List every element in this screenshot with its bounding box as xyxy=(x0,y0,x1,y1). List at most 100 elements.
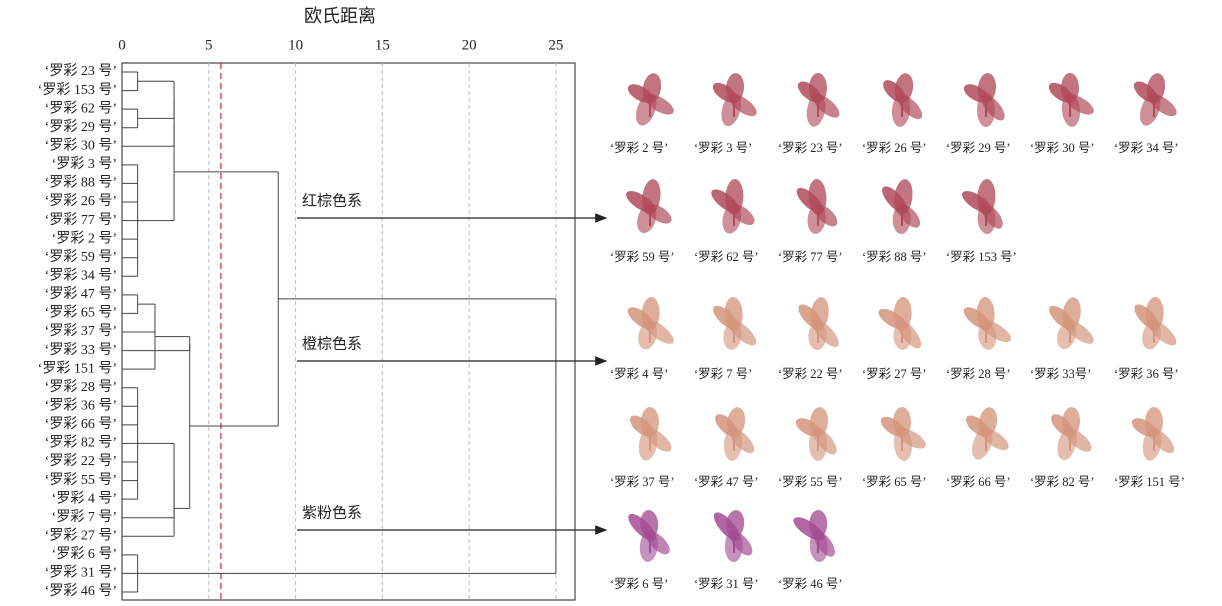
leaf-blade xyxy=(726,510,745,539)
leaf-blade xyxy=(722,203,742,234)
leaf-label: ‘罗彩 151 号’ xyxy=(38,360,117,376)
leaf-photo xyxy=(627,297,674,350)
x-tick-label: 0 xyxy=(118,37,126,53)
photo-caption: ‘罗彩 34 号’ xyxy=(1114,141,1179,155)
leaf-label: ‘罗彩 65 号’ xyxy=(45,305,117,321)
leaf-blade xyxy=(806,93,826,127)
photo-caption: ‘罗彩 55 号’ xyxy=(778,475,843,489)
cluster-label: 橙棕色系 xyxy=(302,335,362,352)
photo-caption: ‘罗彩 22 号’ xyxy=(778,367,843,381)
photo-caption: ‘罗彩 151 号’ xyxy=(1114,475,1185,489)
photo-caption: ‘罗彩 29 号’ xyxy=(946,141,1011,155)
leaf-label: ‘罗彩 82 号’ xyxy=(45,435,117,451)
leaf-label: ‘罗彩 66 号’ xyxy=(45,416,117,432)
photo-caption: ‘罗彩 59 号’ xyxy=(610,250,675,264)
leaf-photo xyxy=(713,510,753,562)
photo-caption: ‘罗彩 62 号’ xyxy=(694,250,759,264)
photo-caption: ‘罗彩 28 号’ xyxy=(946,367,1011,381)
leaf-label: ‘罗彩 88 号’ xyxy=(45,175,117,191)
leaf-label: ‘罗彩 23 号’ xyxy=(45,63,117,79)
leaf-blade xyxy=(635,93,657,126)
leaf-label: ‘罗彩 6 号’ xyxy=(52,546,117,562)
leaf-blade xyxy=(971,427,993,460)
leaf-blade xyxy=(1142,321,1161,350)
merge-link xyxy=(122,108,139,129)
leaf-label: ‘罗彩 47 号’ xyxy=(45,286,117,302)
photo-caption: ‘罗彩 4 号’ xyxy=(610,367,668,381)
photo-caption: ‘罗彩 23 号’ xyxy=(778,141,843,155)
x-tick-label: 10 xyxy=(288,37,303,53)
photo-caption: ‘罗彩 37 号’ xyxy=(610,475,675,489)
leaf-photo xyxy=(713,297,757,350)
leaf-label: ‘罗彩 26 号’ xyxy=(45,193,117,209)
x-tick-label: 20 xyxy=(462,37,477,53)
photo-caption: ‘罗彩 31 号’ xyxy=(694,577,759,591)
merge-link xyxy=(122,164,139,277)
leaf-blade xyxy=(638,427,658,461)
photo-caption: ‘罗彩 77 号’ xyxy=(778,250,843,264)
leaf-label: ‘罗彩 22 号’ xyxy=(45,453,117,469)
x-tick-label: 15 xyxy=(375,37,390,53)
cluster-label: 紫粉色系 xyxy=(302,504,362,521)
leaf-photo xyxy=(711,179,755,234)
axis-title: 欧氏距离 xyxy=(304,6,376,26)
leaf-photo xyxy=(798,297,839,350)
x-tick-label: 25 xyxy=(548,37,563,53)
photo-caption: ‘罗彩 46 号’ xyxy=(778,577,843,591)
leaf-label: ‘罗彩 2 号’ xyxy=(52,230,117,246)
leaf-photo xyxy=(965,407,1009,460)
leaf-photo xyxy=(1133,73,1177,126)
photo-caption: ‘罗彩 66 号’ xyxy=(946,475,1011,489)
leaf-label: ‘罗彩 29 号’ xyxy=(45,119,117,135)
leaf-blade xyxy=(1142,427,1162,461)
photo-caption: ‘罗彩 47 号’ xyxy=(694,475,759,489)
leaf-label: ‘罗彩 46 号’ xyxy=(45,583,117,599)
cluster-label: 红棕色系 xyxy=(302,192,362,209)
merge-link xyxy=(122,554,139,593)
photo-caption: ‘罗彩 65 号’ xyxy=(862,475,927,489)
leaf-label: ‘罗彩 77 号’ xyxy=(45,212,117,228)
leaf-label: ‘罗彩 59 号’ xyxy=(45,249,117,265)
leaf-photo xyxy=(715,407,755,461)
leaf-blade xyxy=(807,203,826,234)
photo-caption: ‘罗彩 2 号’ xyxy=(610,141,668,155)
leaf-photo xyxy=(627,73,674,126)
photo-caption: ‘罗彩 3 号’ xyxy=(694,141,752,155)
leaf-blade xyxy=(723,321,742,350)
leaf-photo xyxy=(628,510,670,562)
leaf-blade xyxy=(809,510,828,539)
merge-link xyxy=(122,387,139,500)
photo-caption: ‘罗彩 30 号’ xyxy=(1030,141,1095,155)
leaf-photo xyxy=(797,73,840,127)
leaf-label: ‘罗彩 34 号’ xyxy=(45,268,117,284)
leaf-blade xyxy=(978,321,997,350)
merge-link xyxy=(174,343,191,509)
leaf-photo xyxy=(626,179,672,234)
leaf-blade xyxy=(637,203,657,234)
photo-caption: ‘罗彩 26 号’ xyxy=(862,141,927,155)
photo-caption: ‘罗彩 88 号’ xyxy=(862,250,927,264)
leaf-photo xyxy=(1131,407,1175,461)
photo-caption: ‘罗彩 36 号’ xyxy=(1114,367,1179,381)
leaf-label: ‘罗彩 31 号’ xyxy=(45,565,117,581)
leaf-photo xyxy=(796,179,838,234)
leaf-photo xyxy=(629,407,672,461)
photo-caption: ‘罗彩 27 号’ xyxy=(862,367,927,381)
leaf-photo xyxy=(962,179,1003,234)
leaf-blade xyxy=(639,529,658,562)
leaf-photo xyxy=(963,73,1005,127)
leaf-photo xyxy=(963,297,1012,350)
leaf-label: ‘罗彩 62 号’ xyxy=(45,100,117,116)
leaf-photo xyxy=(878,297,922,350)
leaf-label: ‘罗彩 28 号’ xyxy=(45,379,117,395)
leaf-photo xyxy=(1049,297,1094,350)
x-tick-label: 5 xyxy=(205,37,213,53)
leaf-blade xyxy=(1057,321,1077,350)
leaf-photo xyxy=(712,73,757,127)
leaf-label: ‘罗彩 3 号’ xyxy=(52,156,117,172)
leaf-blade xyxy=(1139,93,1161,126)
merge-link xyxy=(122,303,156,370)
leaf-label: ‘罗彩 37 号’ xyxy=(45,323,117,339)
leaf-label: ‘罗彩 4 号’ xyxy=(52,490,117,506)
leaf-photo xyxy=(1048,73,1094,127)
